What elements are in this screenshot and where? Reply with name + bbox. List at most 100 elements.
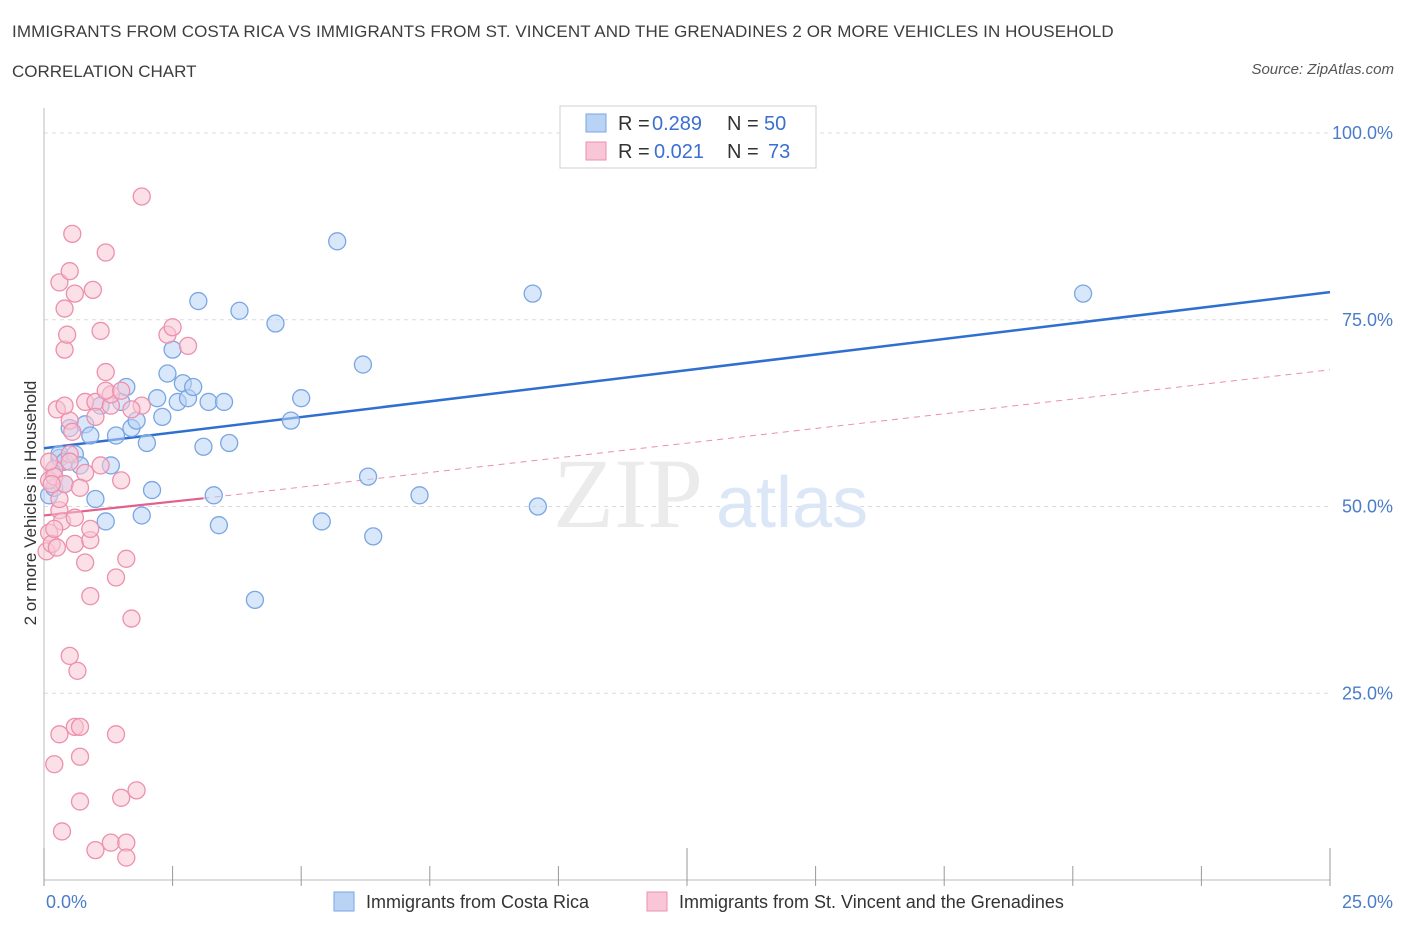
point-blue-22 (137, 433, 157, 453)
point-blue-12 (86, 489, 105, 509)
gridlines (44, 132, 1330, 694)
data-points (37, 187, 1093, 867)
point-blue-25 (153, 407, 172, 427)
source-label: Source: ZipAtlas.com (1251, 61, 1394, 78)
point-blue-26 (158, 364, 177, 383)
point-blue-23 (142, 480, 162, 500)
point-blue-34 (199, 392, 218, 412)
legend-box: R = 0.289 N = 50 R = 0.021 N = 73 (559, 105, 817, 169)
point-blue-39 (230, 301, 249, 320)
point-pink-59 (60, 452, 79, 471)
point-blue-40 (245, 590, 265, 610)
y-tick-label-2: 50.0% (1342, 497, 1393, 517)
point-pink-46 (117, 549, 136, 568)
point-blue-43 (292, 389, 311, 408)
point-pink-24 (70, 792, 90, 811)
point-blue-14 (96, 512, 115, 531)
legend-r-label-1: R = (618, 113, 650, 135)
legend-n-value-1: 50 (764, 113, 786, 135)
point-pink-13 (55, 340, 74, 359)
point-blue-50 (523, 284, 542, 303)
point-blue-45 (328, 232, 347, 251)
legend-swatch-st-vincent (585, 141, 607, 161)
y-tick-label-1: 75.0% (1342, 310, 1393, 330)
watermark: ZIP atlas (553, 438, 868, 549)
point-pink-48 (117, 848, 136, 867)
point-pink-41 (106, 725, 126, 744)
point-pink-47 (122, 609, 141, 628)
point-pink-66 (42, 474, 61, 494)
point-pink-43 (112, 471, 131, 490)
point-pink-37 (96, 243, 115, 262)
axis-labels: 100.0% 75.0% 50.0% 25.0% 0.0% 25.0% 2 or more … (21, 123, 1393, 912)
x-tick-label-0: 0.0% (46, 892, 87, 912)
point-pink-23 (68, 661, 87, 680)
bottom-legend-label-costa-rica: Immigrants from Costa Rica (366, 892, 590, 912)
point-pink-65 (96, 381, 115, 400)
point-pink-67 (45, 519, 64, 539)
point-blue-24 (148, 389, 167, 408)
point-pink-33 (86, 840, 105, 860)
point-pink-11 (52, 822, 72, 841)
point-pink-22 (65, 284, 85, 303)
chart-subtitle: CORRELATION CHART (12, 62, 197, 81)
point-pink-61 (70, 478, 90, 497)
point-pink-71 (122, 400, 141, 419)
legend-n-label-1: N = (727, 113, 759, 135)
legend-r-value-1: 0.289 (652, 113, 702, 135)
point-blue-48 (364, 527, 383, 546)
point-pink-36 (96, 362, 115, 382)
legend-r-label-2: R = (618, 141, 650, 163)
bottom-legend-swatch-costa-rica (333, 891, 355, 912)
point-pink-72 (39, 452, 59, 471)
point-pink-26 (70, 747, 90, 766)
y-tick-label-0: 100.0% (1332, 123, 1393, 143)
point-pink-35 (91, 321, 110, 341)
point-pink-20 (65, 534, 85, 553)
point-pink-5 (45, 755, 64, 774)
point-pink-18 (60, 262, 79, 281)
point-blue-35 (204, 486, 223, 505)
point-blue-46 (353, 355, 373, 374)
point-blue-51 (528, 497, 547, 516)
point-pink-25 (70, 717, 90, 737)
point-pink-17 (60, 646, 79, 666)
point-blue-47 (358, 467, 378, 486)
point-pink-14 (57, 325, 77, 344)
point-blue-36 (209, 516, 229, 535)
point-blue-11 (81, 426, 100, 445)
bottom-legend-label-st-vincent: Immigrants from St. Vincent and the Gren… (679, 892, 1064, 912)
point-pink-42 (106, 568, 126, 587)
trend-ext-1 (203, 369, 1331, 499)
point-pink-53 (163, 318, 182, 337)
y-tick-label-3: 25.0% (1342, 683, 1393, 703)
point-blue-41 (266, 314, 285, 333)
y-axis-title: 2 or more Vehicles in Household (21, 381, 40, 626)
point-blue-31 (184, 377, 203, 397)
point-blue-32 (189, 291, 208, 311)
point-pink-49 (127, 781, 146, 800)
point-pink-10 (50, 273, 69, 292)
point-blue-16 (106, 426, 126, 445)
point-blue-52 (1073, 284, 1093, 303)
point-pink-68 (55, 396, 74, 415)
point-blue-49 (410, 486, 429, 505)
point-pink-69 (63, 422, 82, 441)
point-pink-19 (63, 224, 82, 243)
bottom-legend-swatch-st-vincent (646, 891, 668, 912)
x-tick-label-1: 25.0% (1342, 892, 1393, 912)
legend-swatch-costa-rica (585, 113, 607, 133)
point-blue-37 (214, 392, 234, 412)
bottom-legend: Immigrants from Costa Rica Immigrants fr… (333, 891, 1064, 912)
point-blue-38 (220, 433, 239, 453)
point-pink-44 (112, 788, 131, 807)
legend-n-label-2: N = (727, 141, 759, 163)
watermark-zip: ZIP (553, 438, 703, 549)
point-pink-8 (50, 725, 69, 744)
point-pink-40 (101, 833, 121, 852)
point-blue-42 (281, 411, 301, 430)
point-blue-44 (312, 512, 331, 531)
point-pink-54 (178, 336, 198, 356)
watermark-atlas: atlas (716, 463, 868, 543)
